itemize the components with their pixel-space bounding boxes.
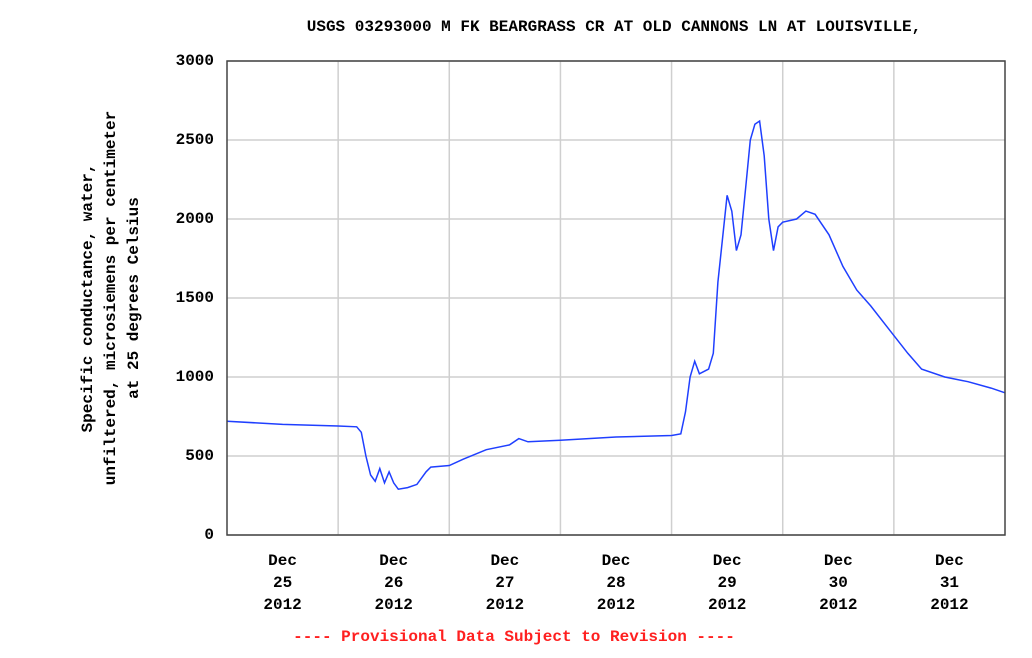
y-tick-label: 2500 bbox=[176, 131, 214, 149]
x-tick-label: Dec bbox=[268, 552, 297, 570]
y-axis-label: unfiltered, microsiemens per centimeter bbox=[102, 111, 120, 485]
x-tick-label: Dec bbox=[824, 552, 853, 570]
x-tick-label: 2012 bbox=[597, 596, 635, 614]
x-tick-label: 2012 bbox=[930, 596, 968, 614]
x-tick-label: Dec bbox=[379, 552, 408, 570]
x-tick-label: 28 bbox=[606, 574, 625, 592]
x-tick-label: Dec bbox=[490, 552, 519, 570]
plot-frame bbox=[226, 60, 1006, 536]
x-tick-label: 25 bbox=[273, 574, 292, 592]
x-tick-label: 26 bbox=[384, 574, 403, 592]
x-tick-label: 31 bbox=[940, 574, 959, 592]
x-tick-label: Dec bbox=[713, 552, 742, 570]
footnote: ---- Provisional Data Subject to Revisio… bbox=[293, 628, 735, 646]
y-tick-label: 0 bbox=[204, 526, 214, 544]
y-tick-label: 3000 bbox=[176, 52, 214, 70]
y-tick-label: 2000 bbox=[176, 210, 214, 228]
x-tick-label: 29 bbox=[718, 574, 737, 592]
y-tick-label: 1500 bbox=[176, 289, 214, 307]
x-tick-label: Dec bbox=[935, 552, 964, 570]
y-tick-label: 1000 bbox=[176, 368, 214, 386]
x-tick-label: Dec bbox=[602, 552, 631, 570]
y-axis-label: Specific conductance, water, bbox=[79, 164, 97, 433]
x-tick-label: 27 bbox=[495, 574, 514, 592]
x-tick-label: 30 bbox=[829, 574, 848, 592]
y-tick-label: 500 bbox=[185, 447, 214, 465]
data-line bbox=[226, 119, 1006, 491]
x-tick-label: 2012 bbox=[486, 596, 524, 614]
x-tick-label: 2012 bbox=[819, 596, 857, 614]
chart-title: USGS 03293000 M FK BEARGRASS CR AT OLD C… bbox=[307, 18, 922, 36]
y-axis-label: at 25 degrees Celsius bbox=[125, 197, 143, 399]
x-tick-label: 2012 bbox=[375, 596, 413, 614]
x-tick-label: 2012 bbox=[708, 596, 746, 614]
x-tick-label: 2012 bbox=[263, 596, 301, 614]
